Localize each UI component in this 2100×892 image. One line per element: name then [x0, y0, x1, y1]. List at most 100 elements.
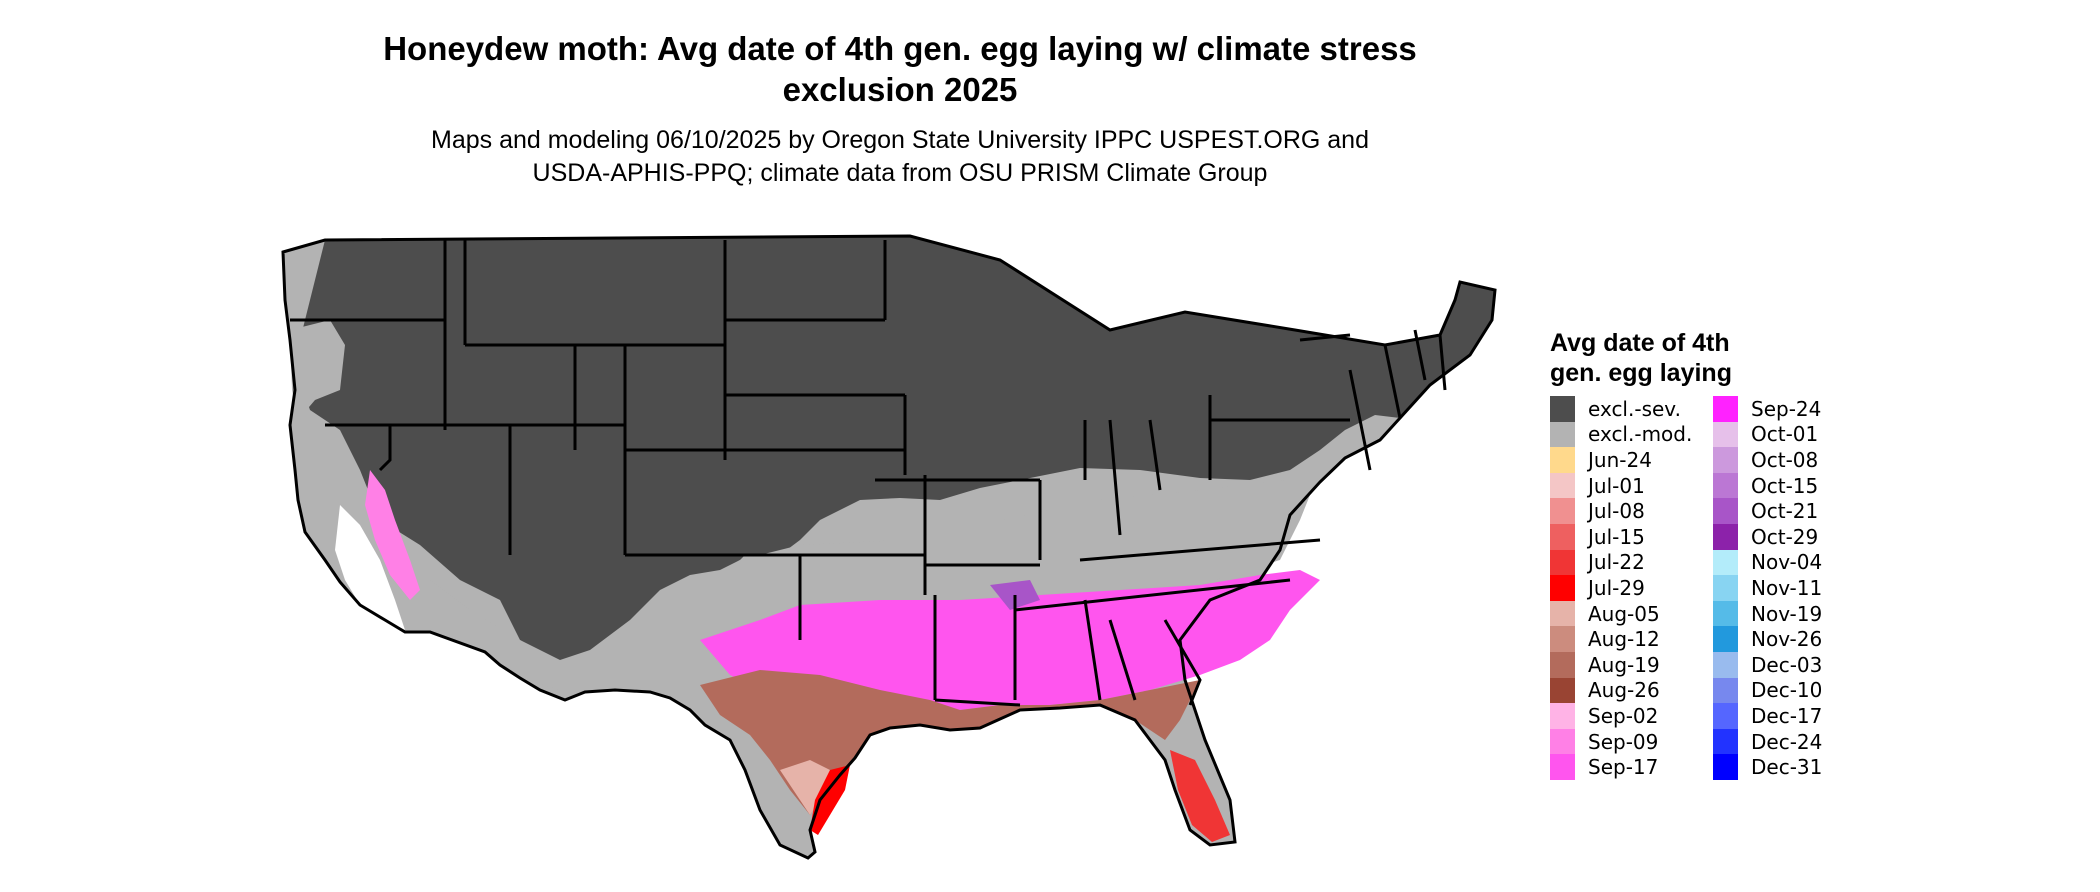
legend-swatch: [1550, 600, 1575, 627]
legend-item: Jul-29: [1550, 575, 1713, 601]
us-map: [281, 234, 1497, 860]
legend-swatch: [1713, 396, 1738, 422]
legend-swatch: [1550, 728, 1575, 755]
white-ca: [335, 505, 405, 630]
legend-item: excl.-sev.: [1550, 396, 1713, 422]
legend-item: Jun-24: [1550, 447, 1713, 473]
legend-swatch: [1550, 396, 1575, 422]
legend-label: Oct-15: [1751, 473, 1819, 498]
map-legend: Avg date of 4th gen. egg laying excl.-se…: [1550, 328, 1876, 780]
legend-swatch: [1713, 626, 1738, 652]
legend-swatch: [1713, 421, 1738, 448]
map-subtitle-line-2: USDA-APHIS-PPQ; climate data from OSU PR…: [532, 159, 1268, 187]
legend-item: Nov-26: [1713, 626, 1876, 652]
legend-swatch: [1713, 549, 1738, 576]
legend-swatch: [1713, 651, 1738, 678]
legend-swatch: [1550, 498, 1575, 524]
moderate-west: [290, 320, 345, 420]
legend-label: Sep-17: [1588, 755, 1659, 780]
map-title-line-1: Honeydew moth: Avg date of 4th gen. egg …: [383, 30, 1417, 67]
legend-item: Sep-02: [1550, 703, 1713, 729]
legend-label: Sep-02: [1588, 703, 1659, 728]
moderate-south-central: [690, 470, 1320, 640]
map-subtitle-line-1: Maps and modeling 06/10/2025 by Oregon S…: [431, 126, 1369, 154]
legend-title-line-1: Avg date of 4th: [1550, 329, 1730, 357]
legend-label: Jul-29: [1588, 575, 1645, 600]
legend-title: Avg date of 4th gen. egg laying: [1550, 328, 1800, 388]
legend-label: Dec-31: [1751, 755, 1823, 780]
legend-swatch: [1713, 754, 1738, 780]
legend-label: Nov-19: [1751, 601, 1823, 626]
legend-item: Sep-17: [1550, 754, 1713, 780]
legend-swatch: [1550, 472, 1575, 499]
band-aug-light: [780, 760, 840, 815]
legend-item: Jul-01: [1550, 472, 1713, 499]
legend-swatch: [1713, 703, 1738, 729]
map-title-line-2: exclusion 2025: [782, 71, 1018, 108]
legend-item: excl.-mod.: [1550, 421, 1713, 448]
legend-swatch: [1713, 523, 1738, 550]
legend-label: Nov-11: [1751, 575, 1823, 600]
band-sep: [700, 570, 1320, 710]
legend-item: Dec-03: [1713, 651, 1876, 678]
legend-item: Oct-29: [1713, 523, 1876, 550]
legend-label: Oct-01: [1751, 422, 1819, 447]
legend-item: Jul-22: [1550, 549, 1713, 576]
legend-item: Oct-01: [1713, 421, 1876, 448]
band-jul-tx: [810, 765, 850, 835]
severe-north: [300, 236, 1495, 660]
legend-swatch: [1550, 421, 1575, 448]
legend-label: Nov-26: [1751, 627, 1823, 652]
legend-label: Aug-26: [1588, 678, 1660, 703]
legend-swatch: [1713, 472, 1738, 499]
legend-label: Oct-21: [1751, 499, 1819, 524]
map-subtitle: Maps and modeling 06/10/2025 by Oregon S…: [0, 124, 1800, 190]
legend-item: Nov-19: [1713, 600, 1876, 627]
legend-item: Oct-08: [1713, 447, 1876, 473]
legend-swatch: [1550, 651, 1575, 678]
legend-swatch: [1550, 549, 1575, 576]
legend-item: Oct-21: [1713, 498, 1876, 524]
legend-label: Sep-24: [1751, 396, 1822, 421]
legend-swatch: [1550, 523, 1575, 550]
legend-label: Aug-12: [1588, 627, 1660, 652]
legend-label: Jul-01: [1588, 473, 1645, 498]
legend-columns: excl.-sev. excl.-mod. Jun-24 Jul-01 Jul-08 Ju…: [1550, 396, 1876, 780]
legend-label: Aug-05: [1588, 601, 1660, 626]
legend-label: Jun-24: [1588, 447, 1652, 472]
legend-label: Jul-22: [1588, 550, 1645, 575]
legend-item: Aug-19: [1550, 651, 1713, 678]
legend-swatch: [1713, 575, 1738, 601]
legend-item: Oct-15: [1713, 472, 1876, 499]
legend-label: Oct-29: [1751, 524, 1819, 549]
legend-item: Nov-11: [1713, 575, 1876, 601]
legend-item: Sep-09: [1550, 728, 1713, 755]
legend-title-line-2: gen. egg laying: [1550, 359, 1732, 387]
legend-label: excl.-sev.: [1588, 396, 1681, 421]
legend-swatch: [1713, 728, 1738, 755]
legend-label: excl.-mod.: [1588, 422, 1693, 447]
legend-label: Jul-08: [1588, 499, 1645, 524]
legend-item: Nov-04: [1713, 549, 1876, 576]
legend-label: Dec-24: [1751, 729, 1823, 754]
legend-swatch: [1550, 677, 1575, 704]
legend-item: Aug-26: [1550, 677, 1713, 704]
band-jul-fl: [1170, 750, 1230, 842]
legend-label: Jul-15: [1588, 524, 1645, 549]
legend-swatch: [1713, 447, 1738, 473]
legend-swatch: [1713, 677, 1738, 704]
legend-label: Nov-04: [1751, 550, 1823, 575]
legend-label: Aug-19: [1588, 652, 1660, 677]
band-ca: [365, 470, 420, 600]
legend-label: Dec-17: [1751, 703, 1823, 728]
legend-label: Oct-08: [1751, 447, 1819, 472]
legend-swatch: [1713, 600, 1738, 627]
legend-item: Sep-24: [1713, 396, 1876, 422]
legend-item: Jul-08: [1550, 498, 1713, 524]
legend-item: Dec-24: [1713, 728, 1876, 755]
legend-item: Dec-31: [1713, 754, 1876, 780]
map-title: Honeydew moth: Avg date of 4th gen. egg …: [0, 28, 1800, 110]
legend-item: Aug-05: [1550, 600, 1713, 627]
legend-column-2: Sep-24 Oct-01 Oct-08 Oct-15 Oct-21 Oct-29 Nov-…: [1713, 396, 1876, 780]
moderate-sw: [305, 480, 560, 690]
